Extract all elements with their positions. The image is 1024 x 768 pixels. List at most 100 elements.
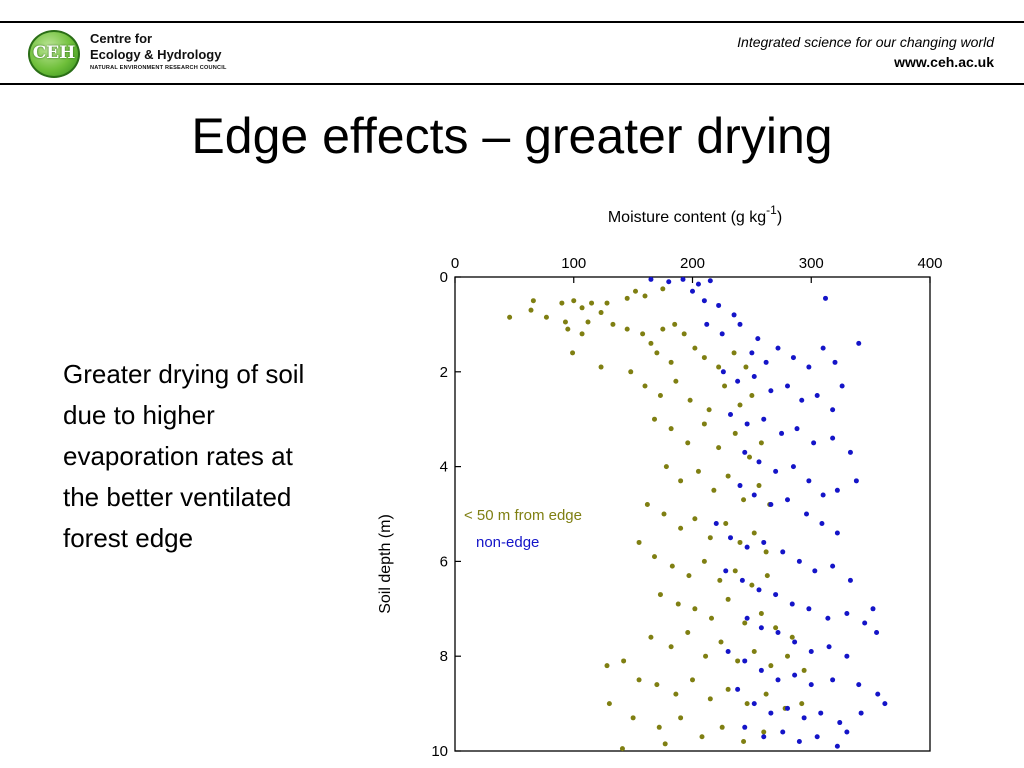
data-point xyxy=(735,686,741,692)
data-point xyxy=(737,483,743,489)
data-point xyxy=(744,701,750,707)
data-point xyxy=(725,596,731,602)
series-non-edge xyxy=(648,276,888,749)
data-point xyxy=(619,746,625,752)
data-point xyxy=(764,573,770,579)
tagline: Integrated science for our changing worl… xyxy=(737,34,994,50)
data-point xyxy=(701,298,707,304)
ceh-badge-icon: CEH xyxy=(28,30,80,78)
data-point xyxy=(701,558,707,564)
data-point xyxy=(751,492,757,498)
data-point xyxy=(718,639,724,645)
data-point xyxy=(768,388,774,394)
ceh-logo: CEH Centre for Ecology & Hydrology NATUR… xyxy=(28,28,268,80)
slide-title: Edge effects – greater drying xyxy=(191,108,833,164)
data-point xyxy=(742,724,748,730)
data-point xyxy=(657,592,663,598)
data-point xyxy=(742,449,748,455)
data-point xyxy=(530,298,536,304)
data-point xyxy=(826,644,832,650)
data-point xyxy=(761,416,767,422)
data-point xyxy=(773,625,779,631)
data-point xyxy=(812,568,818,574)
data-point xyxy=(875,691,881,697)
y-tick-label: 2 xyxy=(440,364,448,381)
data-point xyxy=(847,577,853,583)
data-point xyxy=(743,364,749,370)
y-tick-label: 10 xyxy=(431,743,448,760)
data-point xyxy=(832,359,838,365)
x-axis-title-main: Moisture content (g kg xyxy=(608,209,766,226)
data-point xyxy=(796,739,802,745)
data-point xyxy=(732,430,738,436)
data-point xyxy=(606,701,612,707)
data-point xyxy=(751,374,757,380)
legend-non-edge: non-edge xyxy=(476,534,539,551)
logo-line-1: Centre for xyxy=(90,31,153,46)
data-point xyxy=(680,276,686,282)
y-axis-title: Soil depth (m) xyxy=(377,514,394,614)
data-point xyxy=(775,677,781,683)
data-point xyxy=(719,724,725,730)
data-point xyxy=(789,601,795,607)
data-point xyxy=(856,340,862,346)
data-point xyxy=(732,568,738,574)
data-point xyxy=(709,615,714,621)
data-point xyxy=(654,682,660,688)
data-point xyxy=(654,350,660,356)
data-point xyxy=(716,445,722,451)
data-point xyxy=(806,606,812,612)
data-point xyxy=(820,345,826,351)
data-point xyxy=(755,336,761,342)
data-point xyxy=(652,416,657,422)
data-point xyxy=(692,516,698,522)
data-point xyxy=(834,530,840,536)
data-point xyxy=(735,658,741,664)
data-point xyxy=(640,331,646,337)
data-point xyxy=(820,492,826,498)
data-point xyxy=(701,421,707,427)
data-point xyxy=(775,630,781,635)
data-point xyxy=(830,563,836,569)
data-point xyxy=(801,667,807,673)
data-point xyxy=(692,606,698,612)
data-point xyxy=(661,511,667,517)
data-point xyxy=(758,667,764,673)
data-point xyxy=(794,426,800,432)
data-point xyxy=(874,630,880,635)
data-point xyxy=(735,378,741,384)
data-point xyxy=(579,331,585,337)
data-point xyxy=(662,741,668,747)
data-point xyxy=(695,281,701,287)
legend-edge: < 50 m from edge xyxy=(464,507,582,524)
data-point xyxy=(751,530,757,536)
data-point xyxy=(668,359,674,365)
data-point xyxy=(636,677,642,683)
data-point xyxy=(666,279,672,285)
data-point xyxy=(844,729,850,735)
data-point xyxy=(862,620,868,626)
data-point xyxy=(663,464,669,470)
data-point xyxy=(720,369,726,375)
data-point xyxy=(621,658,627,664)
data-point xyxy=(737,539,743,545)
data-point xyxy=(756,587,762,593)
data-point xyxy=(737,402,743,408)
data-point xyxy=(648,340,654,346)
y-tick-label: 0 xyxy=(440,269,448,286)
data-point xyxy=(870,606,876,612)
y-tick-label: 8 xyxy=(440,648,448,665)
data-point xyxy=(678,525,684,531)
data-point xyxy=(804,511,809,517)
data-point xyxy=(598,310,604,316)
data-point xyxy=(711,487,717,493)
data-point xyxy=(707,696,713,702)
slide-body-text: Greater drying of soil due to higher eva… xyxy=(63,359,305,553)
data-point xyxy=(624,326,630,332)
data-point xyxy=(792,672,798,678)
data-point xyxy=(716,364,722,370)
moisture-scatter-chart: Moisture content (g kg-1) Soil depth (m)… xyxy=(377,203,943,760)
data-point xyxy=(579,305,585,311)
data-point xyxy=(806,478,812,484)
data-point xyxy=(707,278,713,284)
